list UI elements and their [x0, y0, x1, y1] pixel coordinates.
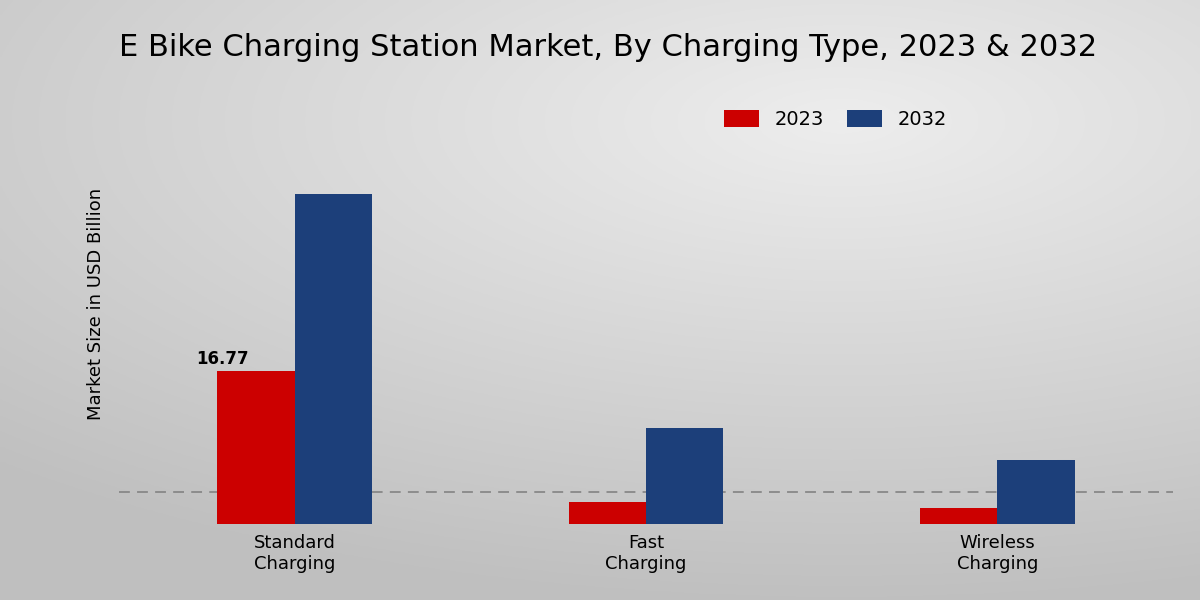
Text: E Bike Charging Station Market, By Charging Type, 2023 & 2032: E Bike Charging Station Market, By Charg…	[119, 33, 1097, 62]
Bar	[217, 371, 294, 524]
Bar	[920, 508, 997, 524]
Bar	[646, 428, 724, 524]
Y-axis label: Market Size in USD Billion: Market Size in USD Billion	[86, 188, 106, 420]
Bar	[569, 502, 646, 524]
Bar	[997, 460, 1075, 524]
Text: 16.77: 16.77	[197, 350, 248, 368]
Legend: 2023, 2032: 2023, 2032	[716, 103, 955, 137]
Bar	[294, 194, 372, 524]
